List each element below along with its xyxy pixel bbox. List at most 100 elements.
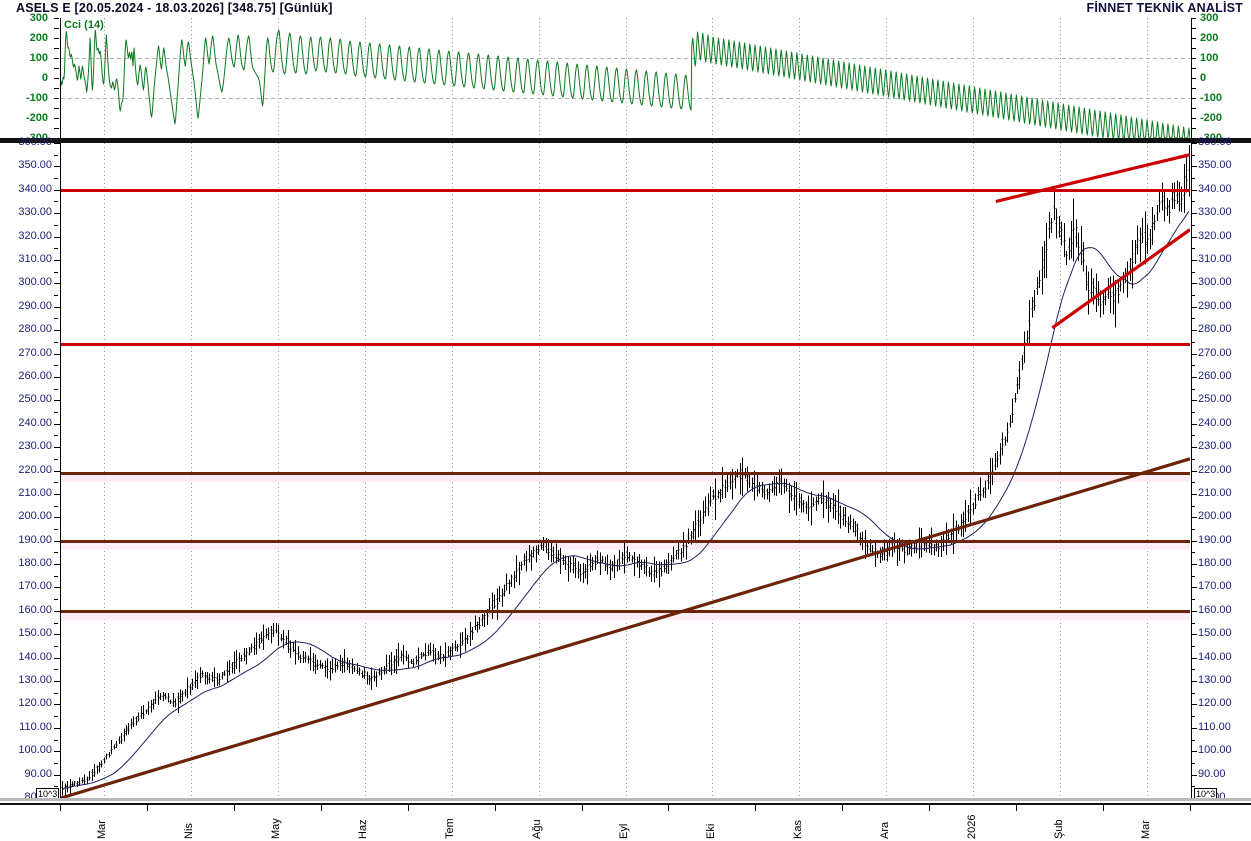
price-right-tick-label: 190.00 xyxy=(1198,533,1232,546)
price-axis-tick xyxy=(1191,528,1195,530)
cci-right-tick-label: 200 xyxy=(1200,32,1219,44)
price-axis-tick xyxy=(1191,189,1197,191)
price-axis-tick xyxy=(1191,552,1195,554)
price-axis-tick xyxy=(54,201,58,203)
price-axis-tick xyxy=(54,645,58,647)
cci-axis-tick xyxy=(1191,38,1196,39)
price-axis-tick xyxy=(54,599,58,601)
price-axis-tick xyxy=(1191,645,1195,647)
price-axis-tick xyxy=(1191,587,1197,589)
price-axis-tick xyxy=(54,716,58,718)
price-right-tick-label: 110.00 xyxy=(1198,720,1231,733)
price-axis-tick xyxy=(1191,599,1195,601)
price-axis-tick xyxy=(54,517,60,519)
price-axis-tick xyxy=(1191,470,1197,472)
cci-left-tick-label: 100 xyxy=(29,52,48,64)
price-axis-tick xyxy=(1191,236,1197,238)
price-right-tick-label: 360.00 xyxy=(1198,136,1232,148)
cci-axis-tick xyxy=(54,18,59,19)
price-left-tick-label: 100.00 xyxy=(18,744,52,757)
price-axis-tick xyxy=(1191,540,1197,542)
x-axis-month-label: May xyxy=(270,818,283,839)
price-axis-tick xyxy=(1191,493,1197,495)
price-axis-tick xyxy=(54,493,60,495)
price-left-tick-label: 140.00 xyxy=(18,650,52,663)
price-axis-tick xyxy=(54,622,58,624)
price-axis-tick xyxy=(1191,482,1195,484)
bottom-separator-lower xyxy=(0,803,1251,805)
x-axis-month-label: Nis xyxy=(183,823,196,839)
price-axis-tick xyxy=(1191,224,1195,226)
price-axis-tick xyxy=(54,143,60,144)
cci-axis-tick xyxy=(54,38,59,39)
price-axis-tick xyxy=(54,236,60,238)
cci-left-tick-label: -200 xyxy=(25,112,48,124)
cci-plot-area[interactable]: Cci (14) xyxy=(60,18,1192,138)
price-axis-tick xyxy=(1191,412,1195,414)
cci-chart-svg xyxy=(61,18,1190,138)
price-axis-tick xyxy=(1191,762,1195,764)
x-axis-month-label: Eyl xyxy=(618,823,630,839)
price-axis-tick xyxy=(54,166,60,168)
cci-right-tick-label: 100 xyxy=(1200,52,1219,64)
price-right-tick-label: 260.00 xyxy=(1198,369,1232,382)
price-chart-svg xyxy=(61,143,1190,798)
x-axis-month-label: 2026 xyxy=(965,814,978,839)
cci-axis-tick xyxy=(54,128,59,129)
price-axis-tick xyxy=(54,587,60,589)
price-right-tick-label: 300.00 xyxy=(1198,276,1232,289)
price-plot-area[interactable] xyxy=(60,143,1192,798)
price-axis-tick xyxy=(1191,365,1195,367)
cci-left-tick-label: 0 xyxy=(41,72,48,84)
price-axis-tick xyxy=(1191,564,1197,566)
price-axis-tick xyxy=(1191,178,1195,180)
price-right-tick-label: 200.00 xyxy=(1198,510,1232,523)
cci-axis-tick xyxy=(54,58,59,59)
cci-axis-tick xyxy=(54,68,59,69)
price-left-tick-label: 120.00 xyxy=(18,697,52,710)
price-axis-tick xyxy=(1191,727,1197,729)
price-left-tick-label: 110.00 xyxy=(19,720,52,733)
price-axis-tick xyxy=(54,552,58,554)
price-axis-tick xyxy=(1191,634,1197,636)
price-axis-tick xyxy=(1191,505,1195,507)
price-left-tick-label: 210.00 xyxy=(18,486,52,499)
price-left-tick-label: 330.00 xyxy=(18,206,52,219)
price-left-tick-label: 200.00 xyxy=(18,510,52,523)
price-axis-tick xyxy=(54,271,58,273)
price-axis-tick xyxy=(54,751,60,753)
cci-axis-tick xyxy=(1191,78,1196,79)
price-left-tick-label: 230.00 xyxy=(18,440,52,453)
price-right-tick-label: 280.00 xyxy=(1198,323,1232,336)
price-axis-tick xyxy=(54,318,58,320)
cci-axis-tick xyxy=(54,48,59,49)
x-axis-area: Mar Nis May Haz Tem Ağu Eyl Eki Kas Ara 2026 Şub Mar xyxy=(0,805,1251,841)
price-axis-tick xyxy=(1191,271,1195,273)
price-left-tick-label: 240.00 xyxy=(18,416,52,429)
price-right-tick-label: 140.00 xyxy=(1198,650,1232,663)
price-right-tick-label: 90.00 xyxy=(1198,767,1226,780)
cci-axis-tick xyxy=(54,28,59,29)
price-axis-tick xyxy=(1191,353,1197,355)
price-left-tick-label: 170.00 xyxy=(18,580,52,593)
cci-right-tick-label: -200 xyxy=(1200,112,1223,124)
price-axis-tick xyxy=(54,248,58,250)
price-axis-tick xyxy=(54,540,60,542)
price-axis-tick xyxy=(1191,447,1197,449)
price-axis-tick xyxy=(54,341,58,343)
cci-axis-tick xyxy=(1191,58,1196,59)
x-axis-month-label: Mar xyxy=(1139,820,1152,839)
price-axis-tick xyxy=(54,154,58,156)
price-axis-tick xyxy=(54,330,60,332)
price-axis-tick xyxy=(54,610,60,612)
price-left-tick-label: 160.00 xyxy=(18,603,52,616)
price-axis-tick xyxy=(54,657,60,659)
x-axis-month-label: Haz xyxy=(357,819,370,839)
price-left-tick-label: 300.00 xyxy=(18,276,52,289)
price-right-tick-label: 350.00 xyxy=(1198,159,1232,172)
price-axis-tick xyxy=(54,786,58,788)
price-axis-tick xyxy=(54,447,60,449)
window-header: ASELS E [20.05.2024 - 18.03.2026] [348.7… xyxy=(0,0,1251,18)
price-axis-tick xyxy=(1191,259,1197,261)
